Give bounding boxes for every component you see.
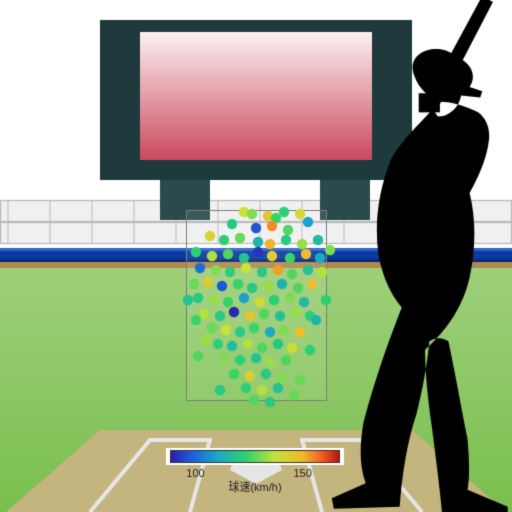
pitch-location-chart (0, 0, 512, 512)
